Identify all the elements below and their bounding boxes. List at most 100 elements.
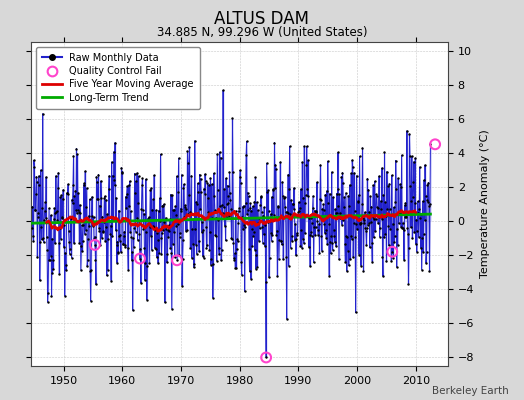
Point (54, 170, 62, 176)
Point (249, 203, 257, 210)
Point (343, 234, 352, 240)
Point (52, 173, 60, 179)
Point (218, 202, 226, 208)
Point (68, 254, 76, 261)
Point (84, 213, 93, 219)
Point (300, 240, 308, 246)
Point (389, 221, 397, 227)
Point (82, 227, 90, 233)
Point (169, 240, 177, 247)
Point (378, 254, 387, 260)
Point (71, 188, 80, 194)
Point (383, 206, 391, 212)
Point (243, 211, 251, 218)
Point (292, 236, 301, 242)
Point (339, 216, 347, 223)
Point (279, 256, 288, 262)
Point (78, 248, 86, 254)
Point (208, 215, 216, 222)
Point (411, 200, 419, 206)
Point (284, 171, 292, 178)
Point (248, 243, 256, 250)
Point (378, 165, 386, 171)
Point (99, 229, 107, 236)
Point (123, 191, 131, 198)
Point (97, 235, 106, 241)
Point (185, 144, 193, 151)
Point (36, 277, 44, 284)
Point (240, 222, 248, 228)
Point (426, 141, 434, 148)
Point (163, 227, 172, 234)
Point (268, 194, 276, 200)
Point (168, 192, 177, 199)
Point (177, 172, 185, 178)
Point (394, 241, 402, 248)
Point (411, 155, 419, 161)
Point (367, 219, 375, 226)
Point (227, 235, 236, 241)
Point (88, 213, 96, 220)
Point (413, 198, 422, 205)
Point (335, 256, 343, 263)
Point (74, 190, 83, 196)
Point (242, 200, 250, 206)
Point (213, 258, 221, 264)
Point (257, 194, 265, 200)
Point (148, 222, 157, 229)
Point (133, 215, 141, 221)
Point (90, 233, 99, 240)
Point (45, 256, 53, 263)
Point (392, 264, 401, 270)
Point (150, 244, 159, 251)
Point (227, 206, 235, 212)
Point (413, 227, 421, 234)
Point (395, 220, 403, 226)
Point (140, 211, 148, 217)
Point (215, 251, 223, 258)
Point (270, 212, 278, 218)
Point (98, 214, 106, 220)
Point (294, 212, 302, 219)
Point (301, 230, 309, 236)
Point (210, 170, 218, 176)
Point (37, 224, 46, 231)
Point (259, 231, 268, 238)
Point (289, 200, 297, 207)
Text: Berkeley Earth: Berkeley Earth (432, 386, 508, 396)
Point (221, 222, 229, 229)
Point (46, 220, 54, 226)
Point (267, 237, 276, 244)
Point (178, 255, 187, 262)
Point (309, 193, 317, 199)
Point (256, 202, 265, 208)
Point (386, 206, 394, 212)
Point (336, 210, 344, 216)
Point (301, 192, 310, 198)
Point (135, 218, 143, 224)
Point (115, 207, 123, 214)
Point (151, 226, 159, 233)
Point (398, 224, 406, 231)
Point (149, 196, 157, 203)
Point (196, 176, 205, 182)
Point (165, 228, 173, 234)
Point (54, 240, 63, 246)
Point (36, 239, 45, 245)
Point (71, 218, 79, 224)
Point (243, 138, 251, 145)
Point (340, 204, 348, 210)
Point (39, 239, 48, 245)
Point (138, 182, 146, 188)
Point (53, 185, 62, 191)
Point (147, 185, 156, 191)
Point (153, 230, 161, 236)
Point (267, 229, 275, 236)
Point (418, 198, 427, 204)
Point (171, 203, 179, 210)
Point (402, 212, 411, 218)
Point (304, 244, 313, 250)
Point (105, 172, 113, 179)
Point (133, 237, 141, 243)
Point (258, 239, 267, 246)
